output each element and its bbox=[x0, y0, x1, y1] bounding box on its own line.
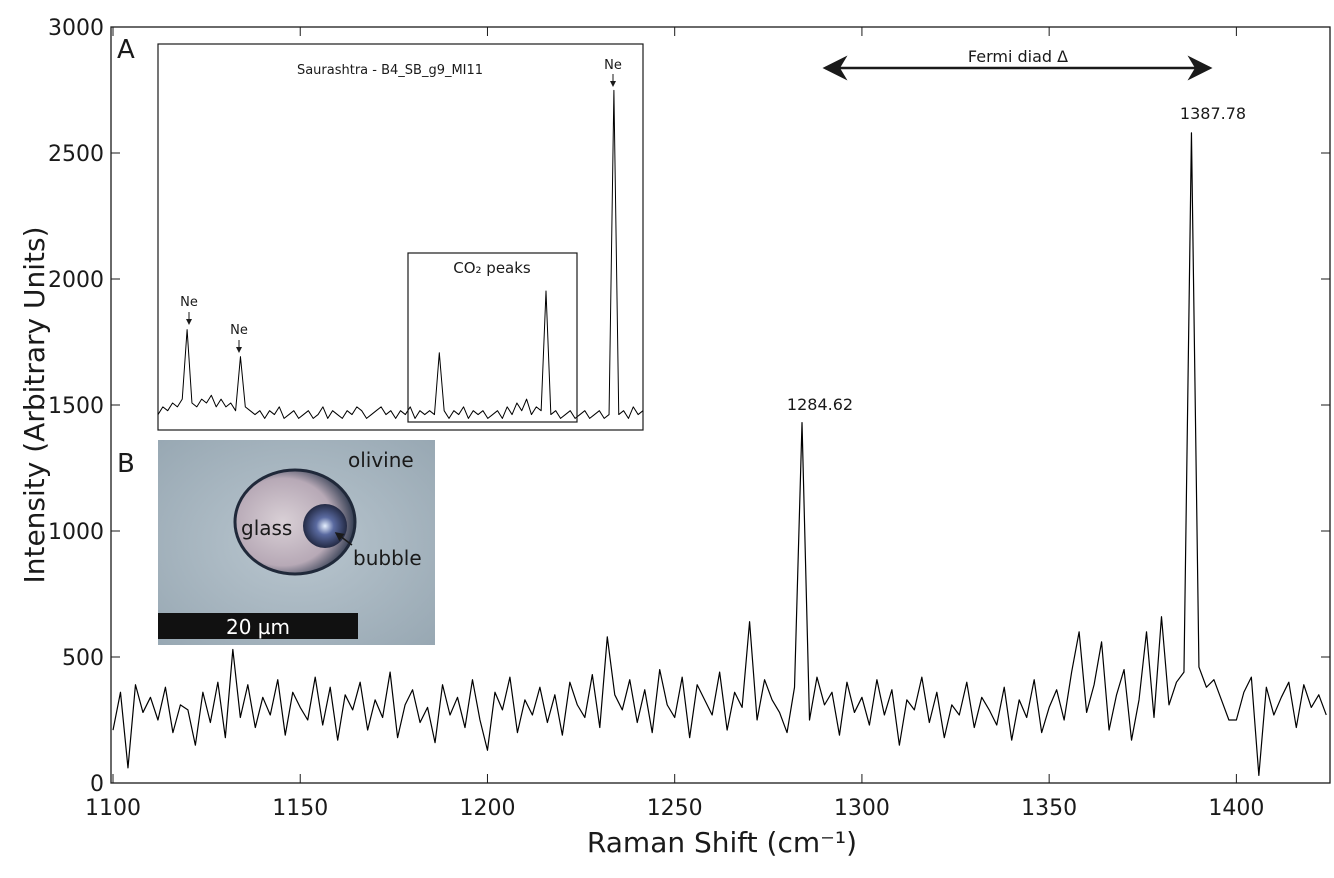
bubble-arrow bbox=[334, 532, 353, 546]
y-tick-label: 1500 bbox=[48, 394, 104, 419]
photo-label: olivine bbox=[348, 448, 414, 472]
x-tick-label: 1300 bbox=[834, 796, 890, 821]
inset-title: Saurashtra - B4_SB_g9_MI11 bbox=[297, 63, 483, 78]
spectrum-line bbox=[112, 132, 1327, 777]
inset-frame bbox=[157, 43, 644, 431]
panel-label: A bbox=[117, 35, 135, 65]
y-tick-label: 2000 bbox=[48, 268, 104, 293]
scale-bar bbox=[158, 613, 358, 639]
bubble bbox=[303, 504, 347, 548]
photo-label: glass bbox=[241, 516, 292, 540]
photo bbox=[158, 440, 435, 645]
y-tick-label: 500 bbox=[62, 646, 104, 671]
annotation: Ne bbox=[604, 58, 622, 73]
y-tick-label: 2500 bbox=[48, 142, 104, 167]
plot-frame bbox=[110, 26, 1331, 784]
y-tick-label: 3000 bbox=[48, 16, 104, 41]
y-tick-label: 0 bbox=[90, 772, 104, 797]
annotation: CO₂ peaks bbox=[453, 259, 531, 277]
annotation: 1387.78 bbox=[1180, 104, 1246, 123]
photo-label: bubble bbox=[353, 546, 422, 570]
annotation: 1284.62 bbox=[787, 395, 853, 414]
y-axis-label: Intensity (Arbitrary Units) bbox=[18, 226, 51, 583]
x-axis-label: Raman Shift (cm⁻¹) bbox=[587, 826, 857, 859]
annotation: Ne bbox=[230, 323, 248, 338]
x-tick-label: 1100 bbox=[85, 796, 141, 821]
annotation: Fermi diad Δ bbox=[968, 47, 1068, 66]
x-tick-label: 1400 bbox=[1208, 796, 1264, 821]
y-tick-label: 1000 bbox=[48, 520, 104, 545]
co2-box bbox=[407, 252, 578, 423]
x-tick-label: 1150 bbox=[272, 796, 328, 821]
annotation: Ne bbox=[180, 295, 198, 310]
x-tick-label: 1350 bbox=[1021, 796, 1077, 821]
x-tick-label: 1250 bbox=[647, 796, 703, 821]
scale-label: 20 µm bbox=[226, 615, 290, 639]
x-tick-label: 1200 bbox=[459, 796, 515, 821]
panel-label: B bbox=[117, 449, 135, 479]
spectrum-line bbox=[157, 89, 644, 419]
